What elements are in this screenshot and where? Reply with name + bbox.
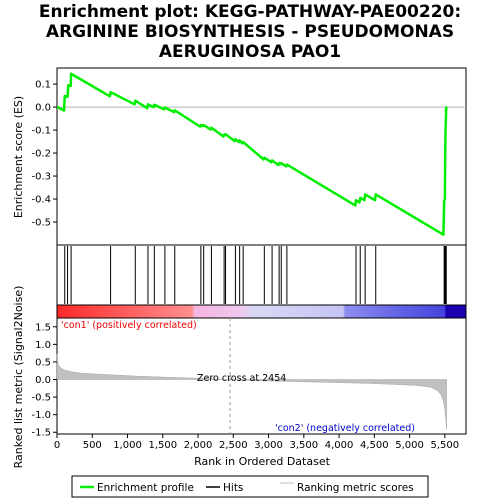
metric-y-tick-label: 0.5: [35, 357, 51, 368]
hit-lines: [64, 246, 447, 304]
rank-colorbar: [57, 305, 466, 318]
x-tick-label: 1,500: [148, 440, 177, 451]
x-tick-label: 4,500: [360, 440, 389, 451]
metric-y-tick-label: -1.0: [31, 410, 51, 421]
legend-label-enrichment: Enrichment profile: [97, 482, 194, 494]
enrichment-profile-line: [56, 72, 448, 236]
chart-title-line-1: Enrichment plot: KEGG-PATHWAY-PAE00220:: [38, 2, 462, 22]
es-y-tick-label: 0.1: [35, 80, 51, 91]
x-axis: 0 500 1,000 1,500 2,000 2,500 3,000 3,500 4,000 4…: [54, 434, 459, 451]
es-y-tick-label: -0.1: [31, 126, 51, 137]
es-y-tick-label: 0.0: [35, 103, 51, 114]
x-axis-label: Rank in Ordered Dataset: [194, 455, 331, 468]
x-tick-label: 1,000: [113, 440, 142, 451]
enrichment-profile-polyline: [56, 72, 448, 236]
negative-correlation-label: 'con2' (negatively correlated): [275, 423, 415, 434]
legend-item-ranking-metric: Ranking metric scores: [280, 482, 414, 494]
x-tick-label: 5,500: [431, 440, 460, 451]
positive-correlation-label: 'con1' (positively correlated): [61, 320, 197, 331]
chart-title-line-3: AERUGINOSA PAO1: [158, 42, 342, 62]
es-y-tick-label: -0.5: [31, 218, 51, 229]
es-y-tick-label: -0.3: [31, 172, 51, 183]
legend-label-ranking-metric: Ranking metric scores: [297, 482, 414, 494]
x-tick-label: 3,500: [289, 440, 318, 451]
es-axis: 0.1 0.0 -0.1 -0.2 -0.3 -0.4 -0.5: [31, 80, 57, 229]
hits-panel-frame: [56, 244, 467, 306]
x-tick-label: 2,000: [184, 440, 213, 451]
x-tick-label: 2,500: [219, 440, 248, 451]
metric-y-tick-label: 0.0: [35, 375, 51, 386]
metric-y-tick-label: 1.5: [35, 322, 51, 333]
metric-y-tick-label: 1.0: [35, 340, 51, 351]
x-tick-label: 5,000: [395, 440, 424, 451]
x-tick-label: 0: [54, 440, 60, 451]
legend-item-hits: Hits: [206, 482, 243, 494]
metric-y-tick-label: -1.5: [31, 428, 51, 439]
legend-box: [71, 475, 429, 498]
zero-cross-label: Zero cross at 2454: [197, 373, 286, 384]
legend-label-hits: Hits: [223, 482, 243, 494]
x-tick-label: 4,000: [325, 440, 354, 451]
legend-item-enrichment: Enrichment profile: [80, 482, 194, 494]
ranking-metric-fill: [56, 354, 447, 430]
metric-y-axis-label: Ranked list metric (Signal2Noise): [12, 286, 25, 469]
es-y-tick-label: -0.2: [31, 149, 51, 160]
x-tick-label: 500: [83, 440, 102, 451]
x-tick-label: 3,000: [254, 440, 283, 451]
es-y-axis-label: Enrichment score (ES): [12, 96, 25, 218]
ranking-metric-area: [56, 354, 447, 430]
metric-y-tick-label: -0.5: [31, 393, 51, 404]
es-y-tick-label: -0.4: [31, 195, 51, 206]
chart-title-line-2: ARGININE BIOSYNTHESIS - PSEUDOMONAS: [45, 22, 455, 42]
metric-axis: 1.5 1.0 0.5 0.0 -0.5 -1.0 -1.5: [31, 322, 57, 439]
